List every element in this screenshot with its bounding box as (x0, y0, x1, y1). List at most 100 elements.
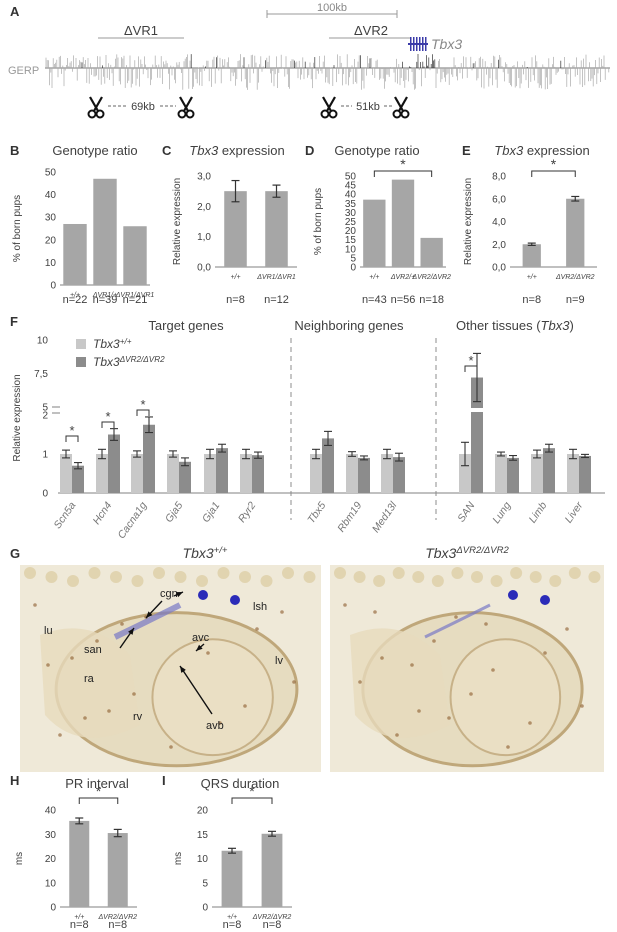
chart-e: Tbx3 expression Relative expression 0,0 2,0… (463, 143, 597, 306)
x-tick-label: Limb (527, 500, 550, 526)
blood-cell (120, 622, 124, 626)
y-tick-label: 20 (45, 235, 57, 246)
y-tick-label: 8,0 (492, 172, 506, 183)
chart-c: Tbx3 expression Relative expression 0,0 1,0… (172, 143, 297, 306)
blood-cell (528, 721, 532, 725)
y-tick-label: 2,0 (197, 202, 211, 213)
x-tick-label: Hcn4 (91, 500, 115, 527)
arrow-head (146, 611, 153, 618)
y-tick-label: 4,0 (492, 217, 506, 228)
significance-bracket (531, 170, 576, 177)
blood-cell (107, 709, 111, 713)
legend-swatch (76, 357, 86, 367)
bar (252, 455, 264, 493)
anatomy-label-lu: lu (44, 625, 53, 637)
bar (522, 244, 541, 267)
x-tick-label: ΔVR1/ΔVR1 (115, 292, 155, 299)
x-tick-label: Liver (563, 499, 586, 525)
blood-cell (447, 716, 451, 720)
tbx3-stain (198, 590, 208, 600)
blood-cell (543, 651, 547, 655)
bar (108, 434, 120, 493)
tissue-texture (260, 575, 273, 587)
anatomy-label-rv: rv (133, 711, 143, 723)
y-tick-label: 30 (345, 208, 357, 219)
n-label: n=8 (226, 294, 245, 306)
bar (216, 448, 228, 493)
bar (204, 454, 216, 493)
n-label: n=8 (70, 919, 89, 931)
bar (72, 465, 84, 493)
bar (507, 457, 519, 493)
y-tick-label: 15 (345, 235, 357, 246)
bar (579, 455, 591, 493)
blood-cell (206, 651, 210, 655)
y-tick-label: 30 (45, 213, 57, 224)
tbx3-stain (540, 595, 550, 605)
bar (391, 179, 415, 267)
tissue-texture (303, 571, 316, 583)
tissue-texture (24, 567, 36, 579)
n-label: n=56 (391, 294, 416, 306)
blood-cell (373, 610, 377, 614)
cut-1-size: 69kb (131, 101, 155, 113)
y-tick-label: 20 (45, 854, 57, 865)
section-mutant (330, 565, 604, 772)
bar (60, 454, 72, 493)
bar (346, 454, 358, 493)
bar (531, 454, 543, 493)
blood-cell (343, 603, 347, 607)
significance-star: * (400, 156, 406, 172)
tissue-texture (392, 567, 405, 579)
x-tick-label: +/+ (230, 274, 240, 281)
y-tick-label: 40 (45, 806, 57, 817)
y-axis-label: % of born pups (313, 188, 324, 255)
tbx3-exon (419, 37, 421, 51)
x-tick-label: Tbx5 (305, 500, 328, 526)
scissor-handle (87, 109, 97, 119)
bar (495, 454, 507, 493)
blood-cell (358, 680, 362, 684)
blood-cell (70, 656, 74, 660)
bar (358, 457, 370, 493)
n-label: n=8 (522, 294, 541, 306)
tbx3-exon (413, 37, 415, 51)
blood-cell (169, 745, 173, 749)
bar (261, 833, 283, 907)
scissor-blade (89, 96, 99, 112)
bar (224, 191, 247, 267)
bar (363, 199, 386, 267)
blood-cell (410, 663, 414, 667)
y-axis-label: Relative expression (172, 178, 183, 265)
bar (107, 833, 128, 907)
x-tick-label: Gja5 (163, 500, 186, 525)
n-label: n=39 (93, 294, 118, 306)
section-title-mutant: Tbx3ΔVR2/ΔVR2 (425, 545, 509, 562)
blood-cell (33, 603, 37, 607)
panel-letter-h: H (10, 773, 19, 788)
y-axis-label: % of born pups (12, 195, 23, 262)
cut-2-size: 51kb (356, 101, 380, 113)
right-atrium (40, 628, 140, 738)
chart-d: Genotype ratio % of born pups 051015202530… (313, 143, 451, 306)
bar (131, 454, 143, 493)
significance-bracket (231, 797, 273, 804)
n-label: n=22 (63, 294, 88, 306)
blood-cell (432, 639, 436, 643)
y-tick-label: 0 (50, 281, 56, 292)
tissue-texture (131, 575, 144, 587)
x-tick-label: ΔVR2/ΔVR2 (555, 274, 595, 281)
y-axis-label: ms (173, 852, 184, 865)
y-tick-label: 0,0 (492, 263, 506, 274)
blood-cell (454, 615, 458, 619)
tbx3-stain (424, 603, 491, 639)
scissor-handle (185, 109, 195, 119)
tissue-texture (490, 575, 503, 587)
blood-cell (58, 733, 62, 737)
y-tick-label: 50 (345, 172, 357, 183)
bar (221, 850, 243, 907)
group-title: Target genes (148, 318, 224, 333)
y-tick-label: 2 (42, 411, 48, 422)
left-ventricle (449, 638, 562, 757)
tissue-texture (373, 575, 386, 587)
